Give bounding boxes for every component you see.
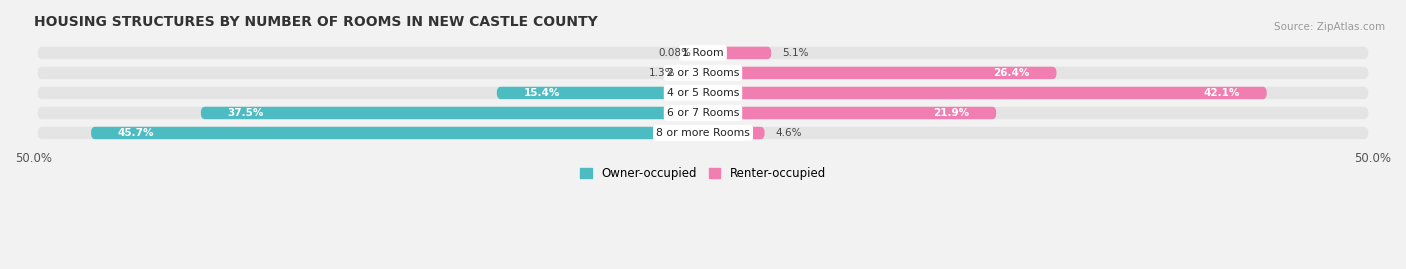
Text: Source: ZipAtlas.com: Source: ZipAtlas.com — [1274, 22, 1385, 31]
FancyBboxPatch shape — [38, 47, 1368, 59]
Text: 4 or 5 Rooms: 4 or 5 Rooms — [666, 88, 740, 98]
Text: 5.1%: 5.1% — [782, 48, 808, 58]
Text: 37.5%: 37.5% — [228, 108, 264, 118]
FancyBboxPatch shape — [38, 87, 1368, 99]
FancyBboxPatch shape — [699, 47, 706, 59]
FancyBboxPatch shape — [686, 67, 703, 79]
Text: 0.08%: 0.08% — [658, 48, 692, 58]
Legend: Owner-occupied, Renter-occupied: Owner-occupied, Renter-occupied — [575, 162, 831, 185]
FancyBboxPatch shape — [91, 127, 703, 139]
Text: 8 or more Rooms: 8 or more Rooms — [657, 128, 749, 138]
FancyBboxPatch shape — [38, 67, 1368, 79]
Text: 15.4%: 15.4% — [523, 88, 560, 98]
FancyBboxPatch shape — [38, 107, 1368, 119]
Text: 4.6%: 4.6% — [775, 128, 801, 138]
Text: 1 Room: 1 Room — [682, 48, 724, 58]
Text: 42.1%: 42.1% — [1204, 88, 1240, 98]
FancyBboxPatch shape — [38, 127, 1368, 139]
FancyBboxPatch shape — [703, 127, 765, 139]
Text: 6 or 7 Rooms: 6 or 7 Rooms — [666, 108, 740, 118]
FancyBboxPatch shape — [703, 47, 772, 59]
FancyBboxPatch shape — [201, 107, 703, 119]
Text: 45.7%: 45.7% — [118, 128, 155, 138]
Text: 21.9%: 21.9% — [934, 108, 970, 118]
Text: 26.4%: 26.4% — [994, 68, 1029, 78]
Text: 2 or 3 Rooms: 2 or 3 Rooms — [666, 68, 740, 78]
Text: HOUSING STRUCTURES BY NUMBER OF ROOMS IN NEW CASTLE COUNTY: HOUSING STRUCTURES BY NUMBER OF ROOMS IN… — [34, 15, 598, 29]
FancyBboxPatch shape — [703, 107, 997, 119]
Text: 1.3%: 1.3% — [648, 68, 675, 78]
FancyBboxPatch shape — [496, 87, 703, 99]
FancyBboxPatch shape — [703, 87, 1267, 99]
FancyBboxPatch shape — [703, 67, 1056, 79]
